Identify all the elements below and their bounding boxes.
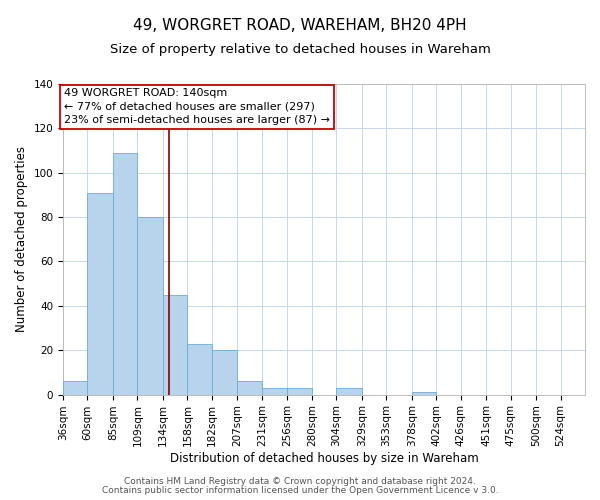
- Bar: [336, 388, 362, 394]
- Y-axis label: Number of detached properties: Number of detached properties: [15, 146, 28, 332]
- Bar: [238, 382, 262, 394]
- Text: Size of property relative to detached houses in Wareham: Size of property relative to detached ho…: [110, 42, 490, 56]
- Bar: [262, 388, 287, 394]
- Bar: [88, 192, 113, 394]
- Text: 49 WORGRET ROAD: 140sqm
← 77% of detached houses are smaller (297)
23% of semi-d: 49 WORGRET ROAD: 140sqm ← 77% of detache…: [64, 88, 330, 125]
- Text: Contains HM Land Registry data © Crown copyright and database right 2024.: Contains HM Land Registry data © Crown c…: [124, 477, 476, 486]
- Bar: [113, 153, 137, 394]
- Text: 49, WORGRET ROAD, WAREHAM, BH20 4PH: 49, WORGRET ROAD, WAREHAM, BH20 4PH: [133, 18, 467, 32]
- X-axis label: Distribution of detached houses by size in Wareham: Distribution of detached houses by size …: [170, 452, 478, 465]
- Bar: [163, 295, 187, 394]
- Text: Contains public sector information licensed under the Open Government Licence v : Contains public sector information licen…: [101, 486, 499, 495]
- Bar: [212, 350, 238, 395]
- Bar: [287, 388, 312, 394]
- Bar: [137, 217, 163, 394]
- Bar: [412, 392, 436, 394]
- Bar: [63, 382, 88, 394]
- Bar: [187, 344, 212, 394]
